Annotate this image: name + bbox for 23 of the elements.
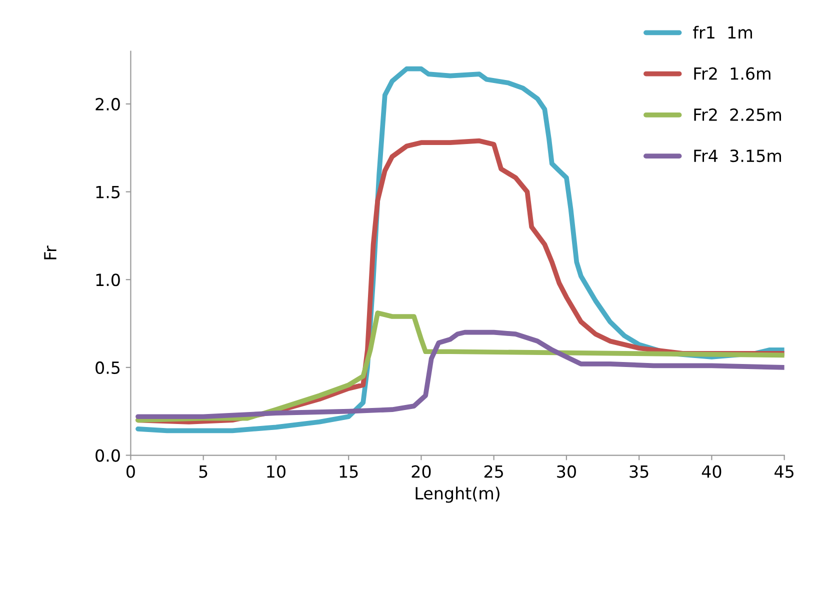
y-tick-label: 2.0 bbox=[96, 98, 120, 111]
x-tick-label: 25 bbox=[484, 465, 503, 478]
y-tick-label: 1.5 bbox=[96, 186, 120, 198]
x-tick-label: 10 bbox=[267, 465, 286, 478]
x-tick-label: 15 bbox=[340, 466, 358, 478]
x-axis-title: Lenght(m) bbox=[416, 486, 500, 503]
line-series bbox=[136, 310, 784, 423]
x-tick-label: 45 bbox=[774, 466, 794, 478]
x-tick-label: 40 bbox=[702, 465, 722, 478]
y-axis-title: Fr bbox=[44, 246, 56, 260]
legend-label: Fr4 3.15m bbox=[694, 150, 781, 162]
y-tick-label: 1.0 bbox=[96, 274, 120, 286]
x-tick-label: 35 bbox=[630, 465, 648, 478]
legend-label: Fr2 2.25m bbox=[694, 108, 781, 122]
line-series bbox=[136, 330, 784, 420]
legend-label: fr1 1m bbox=[693, 26, 752, 39]
y-tick-label: 0.0 bbox=[96, 449, 120, 462]
x-tick-label: 30 bbox=[557, 465, 576, 478]
x-tick-label: 20 bbox=[412, 465, 431, 478]
x-tick-label: 5 bbox=[199, 466, 208, 478]
legend-label: Fr2 1.6m bbox=[694, 67, 770, 80]
x-tick-label: 0 bbox=[126, 465, 135, 478]
y-tick-label: 0.5 bbox=[96, 361, 120, 374]
